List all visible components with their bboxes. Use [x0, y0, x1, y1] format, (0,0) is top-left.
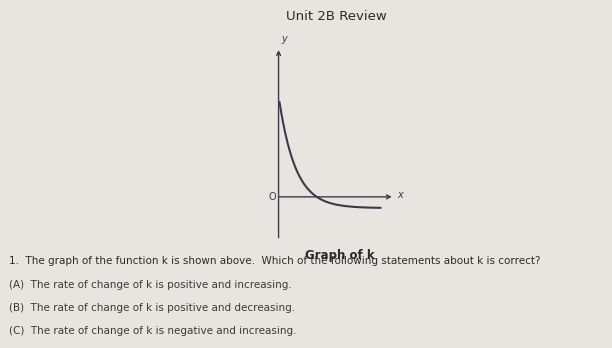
- Text: x: x: [397, 190, 403, 200]
- Text: O: O: [269, 192, 277, 202]
- Text: 1.  The graph of the function k is shown above.  Which of the following statemen: 1. The graph of the function k is shown …: [9, 256, 540, 266]
- Text: (B)  The rate of change of k is positive and decreasing.: (B) The rate of change of k is positive …: [9, 303, 296, 314]
- Text: (A)  The rate of change of k is positive and increasing.: (A) The rate of change of k is positive …: [9, 280, 292, 290]
- Text: Graph of k: Graph of k: [305, 249, 375, 262]
- Text: Unit 2B Review: Unit 2B Review: [286, 10, 387, 23]
- Text: (C)  The rate of change of k is negative and increasing.: (C) The rate of change of k is negative …: [9, 326, 297, 336]
- Text: y: y: [282, 34, 287, 44]
